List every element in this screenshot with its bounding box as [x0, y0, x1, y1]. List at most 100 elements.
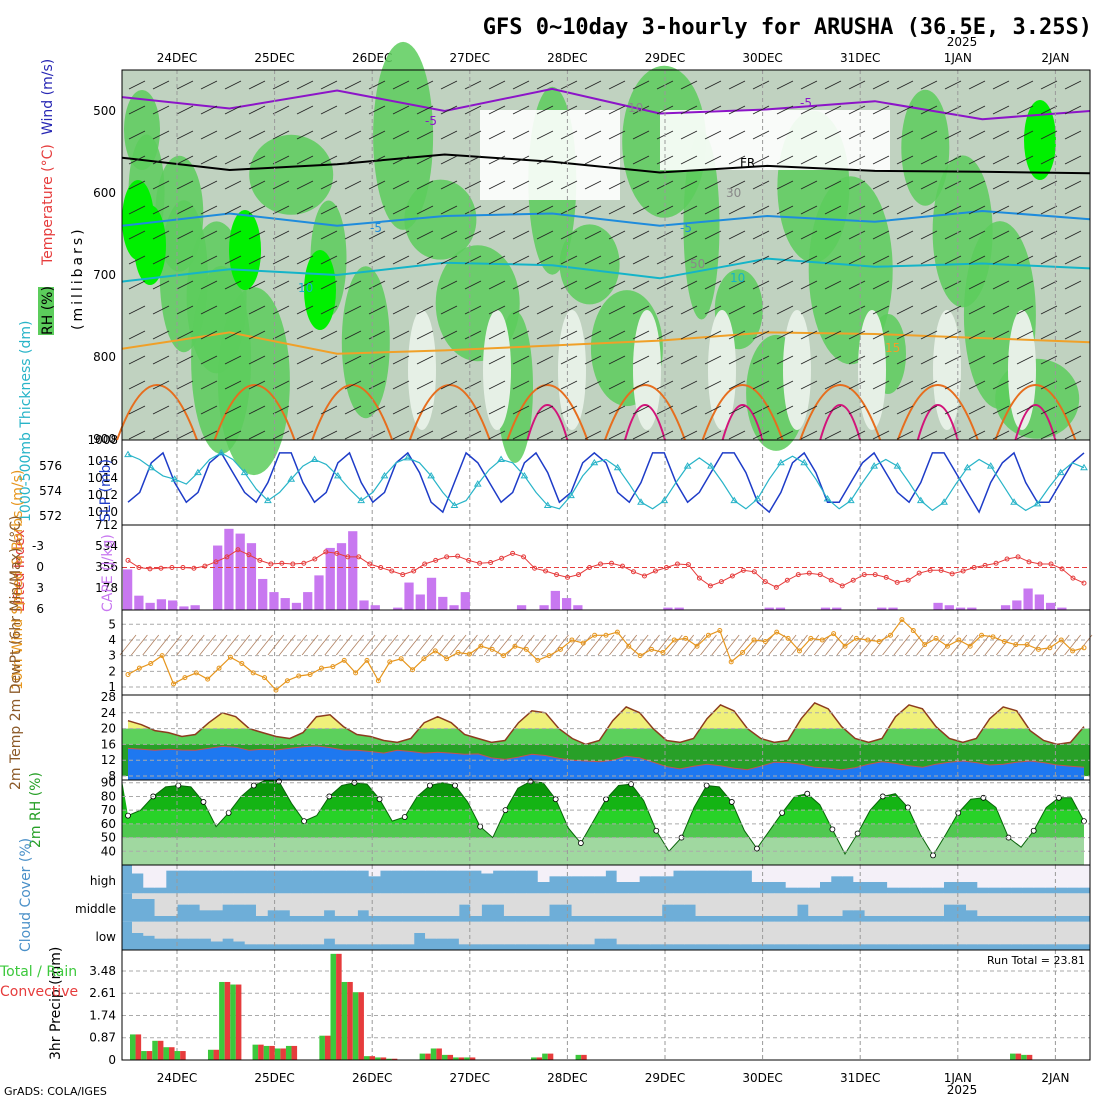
wind-barb	[536, 105, 554, 115]
wind-barb	[128, 405, 146, 415]
wind-barb	[320, 305, 338, 315]
lifted-index-point	[598, 561, 604, 567]
cloud-cover-bar	[481, 893, 494, 905]
wind-barb	[128, 180, 146, 190]
wind-barb	[248, 180, 266, 190]
ylabel-rh: RH (%)	[40, 286, 56, 335]
cloud-cover-bar	[571, 865, 584, 877]
wind-barb-10m	[973, 634, 990, 656]
wind-barb-10m	[301, 634, 319, 656]
cape-bar	[258, 578, 268, 610]
isotherm-warm-arc	[994, 384, 1077, 441]
cloud-cover-bar	[312, 893, 325, 916]
cloud-cover-bar	[718, 921, 730, 945]
wind-barb	[704, 305, 722, 315]
thickness-point	[683, 462, 692, 469]
wind-barb	[944, 405, 962, 415]
wind-barb	[128, 330, 146, 340]
wind-barb	[440, 330, 458, 340]
wind10m-point	[979, 632, 985, 638]
lifted-index-point	[510, 550, 516, 556]
cloud-cover-bar	[503, 893, 516, 916]
wind-barb	[1016, 430, 1034, 440]
wind-barb	[896, 430, 914, 440]
wind-barb	[248, 330, 266, 340]
wind-barb	[680, 380, 698, 390]
lifted-index-point	[433, 557, 439, 563]
cloud-cover-bar	[966, 893, 978, 911]
wind10m-point	[535, 657, 541, 663]
wind-barb	[824, 230, 842, 240]
wind-barb	[536, 155, 554, 165]
wind-barb	[896, 255, 914, 265]
lifted-index-point	[663, 565, 669, 570]
wind-barb	[776, 380, 794, 390]
wind-barb	[728, 405, 746, 415]
wind-barb	[200, 205, 218, 215]
wind10m-point	[569, 637, 575, 643]
thickness-point	[893, 462, 902, 469]
rh2m-point	[854, 830, 861, 837]
thickness-point	[870, 462, 879, 469]
pressure-tick: 500	[93, 104, 116, 118]
precip-convective-bar	[180, 1051, 186, 1060]
wind-barb	[824, 130, 842, 140]
rh-mask	[1084, 780, 1090, 865]
ylabel-thickness: 1000-500mb Thickness (dm)	[18, 321, 34, 522]
wind-barb	[176, 205, 194, 215]
wind-barb	[320, 330, 338, 340]
wind-barb	[728, 305, 746, 315]
wind10m-point	[740, 650, 746, 655]
wind-barb	[728, 130, 746, 140]
cloud-cover-bar	[729, 921, 742, 945]
wind-barb	[920, 430, 938, 440]
wind-barb	[296, 230, 314, 240]
cloud-cover-bar	[244, 893, 257, 905]
wind-barb	[488, 405, 506, 415]
wind-barb	[488, 230, 506, 240]
wind10m-point	[910, 628, 916, 634]
rh2m-point	[603, 796, 609, 803]
wind-barb	[1040, 255, 1058, 265]
lifted-index-point	[828, 577, 834, 583]
rh2m-point	[804, 790, 811, 797]
cloud-cover-bar	[165, 865, 178, 871]
wind-barb	[512, 280, 530, 290]
cloud-cover-bar	[909, 893, 922, 916]
wind-barb	[848, 105, 866, 115]
wind-barb-10m	[688, 634, 706, 656]
cloud-cover-bar	[154, 921, 167, 939]
cloud-cover-bar	[447, 865, 460, 871]
cape-bar	[359, 600, 369, 610]
wind-barb	[536, 180, 554, 190]
cloud-cover-bar	[943, 865, 956, 882]
wind-barb	[776, 155, 794, 165]
wind-barb	[488, 305, 506, 315]
wind-barb	[848, 305, 866, 315]
wind10m-point	[182, 675, 188, 681]
wind-barb	[320, 280, 338, 290]
cloud-cover-bar	[447, 893, 460, 916]
wind-barb	[608, 130, 626, 140]
precip-tick: 3.48	[89, 964, 116, 978]
wind-barb-10m	[153, 634, 171, 656]
wind-barb	[320, 405, 338, 415]
cloud-cover-bar	[267, 893, 280, 911]
cloud-cover-bar	[639, 893, 651, 916]
precip-convective-bar	[436, 1048, 442, 1060]
thickness-point	[753, 494, 762, 502]
wind-barb	[488, 280, 506, 290]
wind-barb	[368, 330, 386, 340]
wind10m-point	[603, 632, 609, 638]
precip-total-bar	[152, 1040, 158, 1060]
wind-barb	[896, 230, 914, 240]
cloud-cover-bar	[808, 865, 821, 888]
rh-dry-area	[660, 110, 890, 170]
wind-frame	[121, 609, 1091, 696]
cloud-cover-bar	[740, 865, 753, 871]
wind-barb	[944, 355, 962, 365]
ylabel-wind: Wind (m/s)	[40, 59, 56, 135]
wind-barb	[944, 155, 962, 165]
isotherm-line	[121, 209, 1091, 227]
wind-barb	[200, 180, 218, 190]
